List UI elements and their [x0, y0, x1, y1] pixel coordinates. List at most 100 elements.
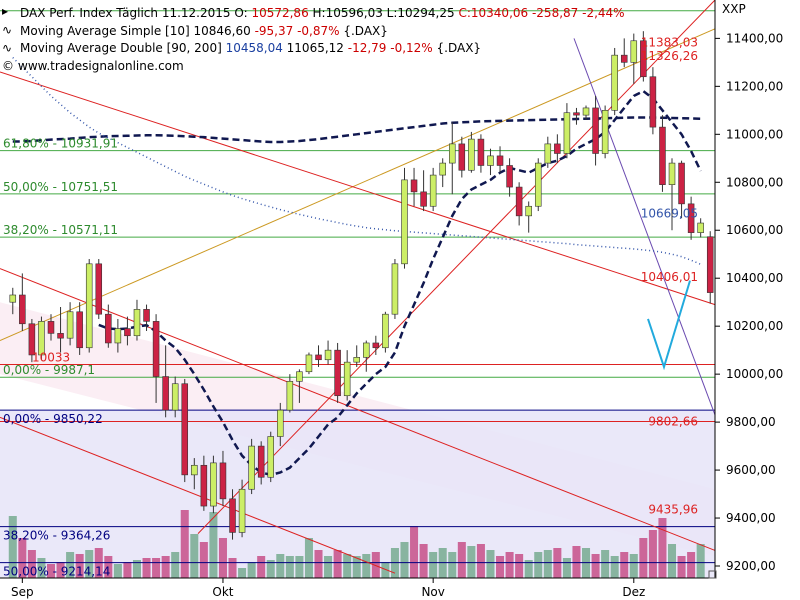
right-value-label: 9435,96: [648, 502, 698, 516]
header-legend: ▸ DAX Perf. Index Täglich 11.12.2015 O: 1…: [2, 4, 625, 73]
volume-bar: [18, 538, 27, 578]
volume-bar: [496, 556, 505, 578]
candle-up: [391, 263, 399, 315]
candle-up: [133, 309, 141, 337]
volume-bar: [610, 556, 619, 578]
volume-bar: [190, 534, 199, 578]
y-tick-label: 10000,00: [726, 367, 783, 381]
candle-up: [429, 174, 437, 207]
right-value-label: 10669,05: [641, 207, 698, 221]
candle-up: [439, 162, 446, 176]
volume-bar: [247, 562, 256, 578]
candle-down: [496, 155, 504, 166]
volume-bar: [209, 512, 218, 578]
y-tick-label: 10800,00: [726, 175, 783, 189]
candle-down: [506, 165, 513, 188]
candle-down: [105, 313, 112, 344]
candle-down: [687, 203, 695, 233]
candle-up: [296, 371, 303, 382]
violet-zone-fill: [0, 410, 715, 578]
volume-bar: [27, 550, 36, 578]
header-line-1-part: C:10340,06: [455, 6, 529, 20]
volume-bar: [37, 558, 46, 578]
candle-up: [85, 263, 93, 349]
header-line-1: DAX Perf. Index Täglich 11.12.2015 O: 10…: [20, 6, 625, 20]
volume-bar: [381, 562, 390, 578]
candle-down: [57, 333, 64, 339]
candle-down: [706, 236, 714, 293]
volume-bar: [314, 550, 323, 578]
navy-level-label: 38,20% - 9364,26: [3, 529, 110, 543]
candle-down: [420, 191, 427, 207]
copyright-icon: ©: [2, 59, 14, 73]
volume-bar: [601, 550, 610, 578]
trend-lines: [0, 0, 716, 574]
volume-bar: [343, 554, 352, 578]
header-line-2-part: 10846,60: [190, 24, 251, 38]
volume-bar: [8, 516, 17, 578]
candle-up: [238, 488, 246, 533]
volume-bar: [448, 552, 457, 578]
volume-bar: [276, 554, 285, 578]
header-line-1-part: 10572,86: [248, 6, 309, 20]
volume-bar: [429, 552, 438, 578]
candle-down: [592, 107, 599, 154]
candle-up: [544, 143, 552, 164]
rising-trendline: [197, 0, 716, 534]
right-value-label: 11383,03: [641, 35, 698, 49]
bottom-channel-line: [0, 416, 396, 574]
candle-down: [477, 138, 485, 166]
volume-bar: [362, 554, 371, 578]
header-line-3-part: -0,12%: [386, 41, 432, 55]
candle-up: [66, 311, 74, 339]
volume-bar: [257, 556, 266, 578]
candle-down: [620, 54, 628, 63]
candle-up: [248, 445, 255, 490]
volume-bar: [324, 556, 333, 578]
candle-down: [573, 112, 580, 116]
volume-bar: [161, 556, 170, 578]
candle-up: [382, 313, 389, 349]
volume-bar: [123, 562, 132, 578]
volume-bar: [505, 552, 514, 578]
y-tick-label: 9800,00: [726, 415, 776, 429]
volume-bar: [152, 558, 161, 578]
volume-bar: [639, 538, 648, 578]
volume-bar: [658, 518, 667, 578]
volume-bar: [371, 552, 380, 578]
x-tick-label: Dez: [622, 585, 645, 599]
volume-bar: [304, 538, 313, 578]
volume-bar: [677, 556, 686, 578]
header-line-2: Moving Average Simple [10] 10846,60 -95,…: [20, 24, 388, 38]
volume-bar: [171, 552, 180, 578]
candle-up: [401, 179, 408, 265]
volume-bar: [687, 552, 696, 578]
falling-trendline: [573, 38, 716, 416]
currency-label: XXP: [722, 2, 746, 16]
header-line-1-part: 11.12.2015: [158, 6, 231, 20]
resize-handle-icon: [708, 570, 717, 579]
sma10-line: [98, 89, 702, 477]
fib-level-label: 61,80% - 10931,91: [3, 137, 118, 151]
candle-down: [28, 323, 36, 356]
candle-up: [449, 143, 456, 164]
candles: [9, 31, 714, 540]
candle-down: [19, 294, 26, 325]
lower-channel-line: [0, 268, 716, 551]
right-value-label: 10406,01: [641, 270, 698, 284]
candle-down: [181, 383, 189, 476]
volume-bar: [132, 560, 141, 578]
candle-up: [277, 409, 284, 437]
volume-bar: [591, 554, 600, 578]
volume-bar: [629, 554, 638, 578]
channel-fills: [0, 302, 715, 578]
volume-bar: [524, 560, 533, 578]
candle-up: [668, 162, 676, 185]
volume-bar: [104, 556, 113, 578]
y-tick-label: 11000,00: [726, 127, 783, 141]
candle-down: [678, 162, 685, 205]
candle-down: [515, 186, 523, 217]
candle-up: [601, 110, 609, 154]
red-level-label: 10033: [32, 351, 70, 365]
